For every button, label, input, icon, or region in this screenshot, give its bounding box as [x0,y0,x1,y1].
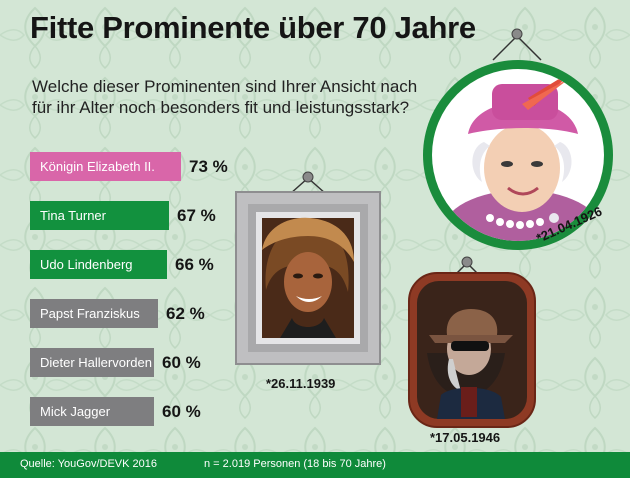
bar-3: Udo Lindenberg [30,250,167,279]
queen-portrait-frame [423,28,613,250]
bar-6: Mick Jagger [30,397,154,426]
bar-value-4: 62 % [166,304,205,323]
queen-portrait-icon [442,69,602,241]
bar-2: Tina Turner [30,201,169,230]
bar-value-1: 73 % [189,157,228,176]
bar-5: Dieter Hallervorden [30,348,154,377]
bar-value-5: 60 % [162,353,201,372]
tina-portrait-frame [235,171,381,365]
page-title: Fitte Prominente über 70 Jahre [30,10,476,45]
bar-4: Papst Franziskus [30,299,158,328]
tina-birthdate: *26.11.1939 [266,376,336,391]
bar-value-2: 67 % [177,206,216,225]
footer-sample: n = 2.019 Personen (18 bis 70 Jahre) [204,458,386,470]
udo-birthdate: *17.05.1946 [430,430,501,445]
survey-question: Welche dieser Prominenten sind Ihrer Ans… [32,77,418,117]
footer-source: Quelle: YouGov/DEVK 2016 [20,458,157,470]
udo-portrait-frame [408,256,536,428]
bar-1: Königin Elizabeth II. [30,152,181,181]
bar-value-3: 66 % [175,255,214,274]
bar-value-6: 60 % [162,402,201,421]
footer-bar: Quelle: YouGov/DEVK 2016 n = 2.019 Perso… [0,452,630,478]
